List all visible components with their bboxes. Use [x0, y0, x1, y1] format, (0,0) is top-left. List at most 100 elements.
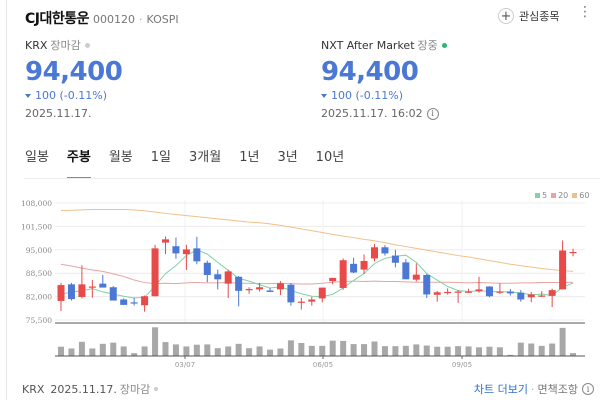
- candle-body: [256, 287, 264, 290]
- volume-bar: [329, 340, 336, 356]
- volume-bar: [350, 344, 357, 356]
- tab-divider: [24, 178, 600, 179]
- volume-bar: [89, 348, 96, 356]
- exchange-label: KRX: [25, 38, 48, 52]
- candle-body: [538, 295, 546, 297]
- volume-bar: [141, 346, 148, 356]
- volume-bar: [371, 341, 378, 356]
- volume-bar: [162, 342, 169, 356]
- candle-body: [57, 285, 65, 301]
- candle-body: [130, 302, 138, 304]
- candle-body: [329, 277, 337, 282]
- candlestick-chart[interactable]: 108,000 101,500 95,000 88,500 82,000 75,500 03…: [0, 185, 600, 375]
- volume-bar: [423, 345, 430, 356]
- candle-body: [412, 274, 420, 280]
- volume-bar: [131, 353, 138, 356]
- change-value: 100 (-0.11%): [35, 89, 107, 102]
- candle-body: [371, 247, 378, 259]
- candle-body: [496, 291, 504, 293]
- candle-body: [485, 286, 493, 297]
- candle-body: [381, 247, 389, 254]
- status-dot-icon: [154, 387, 159, 391]
- ma5-line: [60, 249, 574, 299]
- market-state: 장마감: [119, 383, 151, 396]
- candle-body: [172, 246, 180, 254]
- tab-5[interactable]: 1년: [239, 150, 260, 165]
- tab-2[interactable]: 월봉: [108, 150, 133, 165]
- krx-quote-header: KRX 장마감: [25, 37, 122, 53]
- candle-body: [402, 262, 410, 280]
- candle-body: [297, 301, 305, 303]
- ma20-line: [60, 263, 574, 285]
- volume-bar: [559, 327, 566, 356]
- y-tick-label: 101,500: [21, 222, 52, 231]
- candle-body: [465, 291, 473, 293]
- volume-bar: [152, 327, 159, 356]
- nxt-quote-header: NXT After Market 장중: [321, 37, 447, 53]
- info-icon[interactable]: i: [426, 107, 439, 120]
- tab-7[interactable]: 10년: [315, 150, 345, 165]
- volume-bar: [246, 348, 253, 356]
- volume-bar: [120, 346, 127, 356]
- candle-body: [423, 275, 431, 295]
- candle-body: [193, 248, 201, 262]
- legend-item-ma20[interactable]: 20: [551, 191, 568, 200]
- volume-bar: [381, 346, 388, 356]
- chart-footer: KRX 2025.11.17. 장마감 차트 더보기 · 면책조항 i: [22, 381, 594, 397]
- plus-icon: +: [498, 8, 514, 24]
- stock-code: 000120: [93, 13, 136, 26]
- candle-body: [287, 284, 295, 303]
- volume-bar: [570, 353, 577, 356]
- volume-bar: [340, 340, 347, 356]
- tab-4[interactable]: 3개월: [189, 150, 222, 165]
- volume-bar: [172, 344, 179, 356]
- volume-bar: [517, 342, 524, 356]
- stock-widget: [6, 0, 600, 400]
- volume-bar: [455, 346, 462, 356]
- disclaimer-link[interactable]: 면책조항: [537, 383, 578, 396]
- candle-body: [235, 276, 243, 291]
- exchange-label: KRX: [22, 382, 45, 396]
- date-label: 2025.11.17.: [50, 382, 117, 396]
- legend-item-ma60[interactable]: 60: [572, 191, 589, 200]
- more-chart-link[interactable]: 차트 더보기: [473, 383, 529, 396]
- market-label: KOSPI: [146, 13, 179, 26]
- candle-body: [276, 283, 284, 290]
- tab-6[interactable]: 3년: [277, 150, 298, 165]
- legend-swatch-icon: [551, 193, 557, 198]
- legend-item-ma5[interactable]: 5: [535, 191, 547, 200]
- status-dot-icon: [84, 42, 90, 48]
- volume-bar: [434, 346, 441, 356]
- volume-bar: [496, 347, 503, 356]
- volume-bar: [110, 342, 117, 356]
- stock-name[interactable]: CJ대한통운: [25, 11, 90, 27]
- volume-bar: [298, 342, 305, 356]
- price-change: 100 (-0.11%): [25, 89, 122, 102]
- volume-bar: [507, 354, 514, 356]
- candle-body: [182, 249, 190, 255]
- down-triangle-icon: [321, 93, 327, 98]
- volume-bar: [413, 344, 420, 356]
- candle-body: [203, 262, 211, 275]
- tab-3[interactable]: 1일: [150, 150, 171, 165]
- y-tick-label: 75,500: [26, 316, 52, 325]
- y-tick-label: 88,500: [26, 269, 52, 278]
- info-icon[interactable]: i: [582, 383, 594, 395]
- candle-body: [67, 284, 75, 300]
- volume-bar: [465, 346, 472, 356]
- volume-bar: [392, 346, 399, 356]
- exchange-label: NXT After Market: [321, 38, 415, 52]
- volume-bar: [99, 343, 106, 356]
- separator: ·: [139, 13, 143, 26]
- candle-body: [120, 299, 128, 305]
- add-watchlist-button[interactable]: + 관심종목: [498, 8, 559, 24]
- volume-bar: [214, 348, 221, 356]
- candle-body: [88, 286, 96, 288]
- volume-bar: [444, 346, 451, 356]
- footer-links: 차트 더보기 · 면책조항 i: [474, 381, 594, 397]
- more-vertical-icon[interactable]: ⋮: [578, 4, 592, 20]
- tab-1[interactable]: 주봉: [66, 146, 91, 179]
- candle-body: [391, 255, 399, 263]
- tab-0[interactable]: 일봉: [25, 150, 49, 165]
- candle-body: [569, 251, 577, 254]
